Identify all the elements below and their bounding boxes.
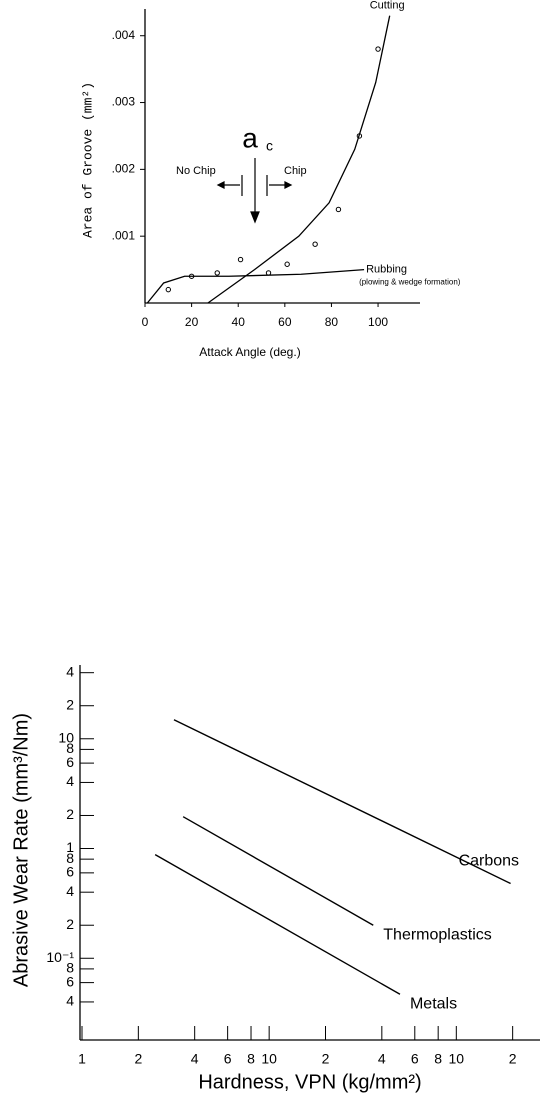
x-tick-label: 10 [449,1051,465,1067]
arrow-head [216,181,225,189]
x-tick-label: 6 [224,1051,232,1067]
y-tick-label: 4 [66,883,74,899]
y-tick-label: 10 [58,729,74,745]
y-tick-label: .003 [112,95,136,109]
x-tick-label: 1 [78,1051,86,1067]
y-tick-label: .004 [112,28,136,42]
x-tick-label: 6 [411,1051,419,1067]
series-line [173,719,511,885]
x-tick-label: 100 [368,315,388,329]
curve-label: Cutting [370,0,405,12]
data-point [312,241,318,247]
x-tick-label: 2 [509,1051,517,1067]
y-tick-label: 2 [66,916,74,932]
x-tick-label: 4 [378,1051,386,1067]
data-point [335,206,342,213]
series-label: Thermoplastics [383,926,491,943]
x-tick-label: 2 [322,1051,330,1067]
critical-subscript: c [266,138,273,154]
y-tick-label: 6 [66,864,74,880]
y-axis-title: Abrasive Wear Rate (mm³/Nm) [10,713,32,987]
data-point [265,270,272,276]
curve [146,268,365,304]
x-tick-label: 80 [325,315,339,329]
x-axis-title: Attack Angle (deg.) [199,345,300,359]
y-tick-label: .001 [112,228,136,242]
data-point [214,270,220,276]
data-point [237,256,244,263]
y-tick-label: 2 [66,696,74,712]
y-tick-label: 1 [66,839,74,855]
data-point [165,286,172,293]
y-tick-label: 2 [66,806,74,822]
data-point [375,46,381,52]
y-tick-label: 6 [66,754,74,770]
series-line [182,816,374,926]
x-tick-label: 60 [278,315,292,329]
y-axis-title: Area of Groove (mm²) [80,82,95,238]
y-tick-label: 10⁻¹ [46,949,74,965]
series-line [154,853,401,995]
y-tick-label: 8 [66,960,74,976]
no-chip-label: No Chip [176,165,216,177]
x-tick-label: 0 [142,315,149,329]
curve-note: (plowing & wedge formation) [359,278,461,287]
curve-label: Rubbing [366,263,407,275]
x-tick-label: 2 [134,1051,142,1067]
arrow-head [284,181,293,189]
x-tick-label: 20 [185,315,199,329]
y-tick-label: 8 [66,850,74,866]
x-tick-label: 40 [232,315,246,329]
series-label: Metals [410,995,457,1012]
x-axis-title: Hardness, VPN (kg/mm²) [198,1071,421,1093]
x-tick-label: 8 [247,1051,255,1067]
arrow-head [250,211,260,224]
y-tick-label: 6 [66,973,74,989]
curve [207,15,391,304]
data-point [284,261,290,267]
y-tick-label: 4 [66,993,74,1009]
series-label: Carbons [459,853,519,870]
x-tick-label: 10 [261,1051,277,1067]
chip-arrows [216,158,293,224]
y-tick-label: .002 [112,162,136,176]
y-tick-label: 4 [66,773,74,789]
x-tick-label: 4 [191,1051,199,1067]
y-tick-label: 8 [66,740,74,756]
x-tick-label: 8 [434,1051,442,1067]
y-tick-label: 4 [66,663,74,679]
critical-angle: a [242,122,258,153]
chip-label: Chip [284,165,307,177]
